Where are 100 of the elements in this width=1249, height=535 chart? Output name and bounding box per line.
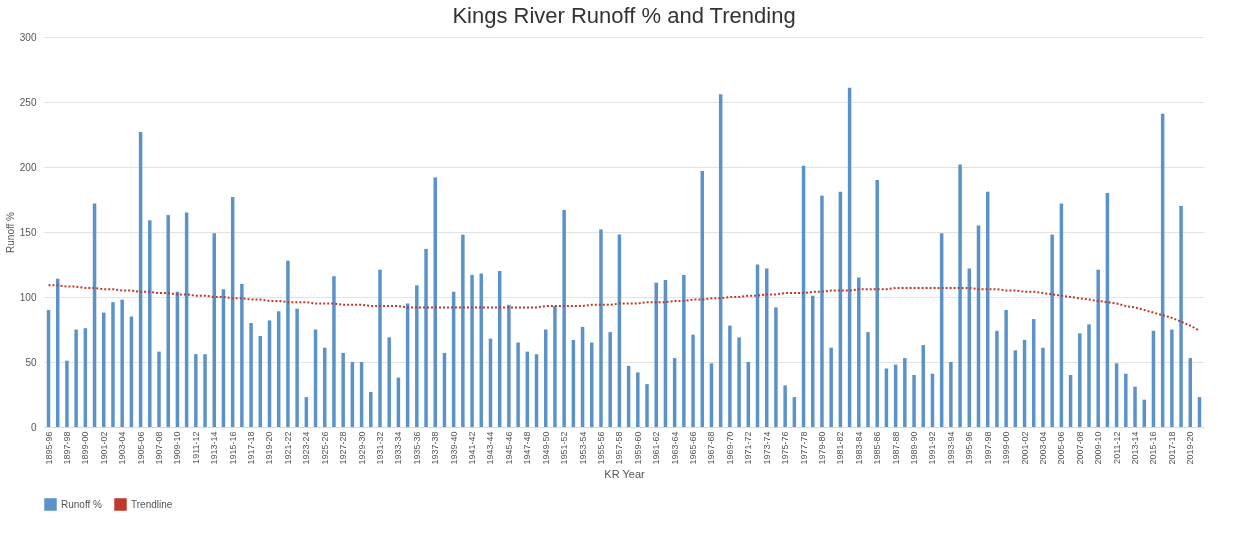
y-axis-title: Runoff % xyxy=(4,211,16,253)
x-tick-label: 1947-48 xyxy=(522,431,533,465)
x-tick-label: 2003-04 xyxy=(1037,431,1048,465)
bar xyxy=(341,352,345,427)
x-tick-label: 1937-38 xyxy=(430,431,441,465)
bar xyxy=(636,372,640,427)
x-tick-label: 1935-36 xyxy=(411,431,422,465)
bar xyxy=(958,164,962,427)
x-tick-label: 1983-84 xyxy=(853,431,864,465)
x-tick-label: 1929-30 xyxy=(356,431,367,465)
bar xyxy=(286,260,290,427)
x-tick-label: 2013-14 xyxy=(1130,431,1141,465)
bar xyxy=(1133,386,1137,427)
bar xyxy=(111,302,115,427)
x-tick-label: 1895-96 xyxy=(43,431,54,465)
x-tick-label: 2001-02 xyxy=(1019,431,1030,465)
x-tick-label: 1977-78 xyxy=(798,431,809,465)
x-tick-label: 1905-06 xyxy=(135,431,146,465)
bar xyxy=(194,354,198,427)
bar xyxy=(682,274,686,427)
y-tick-label: 200 xyxy=(19,161,37,173)
bar xyxy=(369,391,373,427)
bar xyxy=(120,299,124,427)
bar xyxy=(74,329,78,427)
bar xyxy=(691,334,695,427)
bar xyxy=(1170,329,1174,427)
x-tick-label: 1991-92 xyxy=(927,431,938,465)
x-tick-label: 1953-54 xyxy=(577,431,588,465)
x-tick-label: 2009-10 xyxy=(1093,431,1104,465)
bar xyxy=(553,306,557,427)
bar xyxy=(295,308,299,427)
bar xyxy=(949,362,953,427)
legend-label: Runoff % xyxy=(61,498,103,510)
x-tick-label: 1921-22 xyxy=(282,431,293,465)
bar xyxy=(249,323,253,427)
x-tick-label: 1979-80 xyxy=(816,431,827,465)
bar xyxy=(783,385,787,427)
bar xyxy=(820,195,824,427)
x-tick-label: 1987-88 xyxy=(890,431,901,465)
bar xyxy=(912,375,916,427)
x-tick-label: 2019-20 xyxy=(1185,431,1196,465)
x-tick-label: 2005-06 xyxy=(1056,431,1067,465)
bar xyxy=(1096,269,1100,427)
x-tick-label: 1909-10 xyxy=(172,431,183,465)
bar xyxy=(424,248,428,427)
bar xyxy=(1041,347,1045,427)
x-tick-label: 2011-12 xyxy=(1111,431,1122,464)
bar xyxy=(1004,310,1008,427)
x-tick-label: 1915-16 xyxy=(227,431,238,465)
bar xyxy=(599,229,603,427)
y-tick-label: 100 xyxy=(19,291,37,303)
bar xyxy=(157,351,161,427)
bar xyxy=(811,295,815,427)
x-tick-label: 1939-40 xyxy=(448,431,459,465)
x-tick-label: 1901-02 xyxy=(98,431,109,465)
x-tick-label: 1949-50 xyxy=(540,431,551,465)
bar xyxy=(562,209,566,427)
x-tick-label: 1997-98 xyxy=(982,431,993,465)
x-tick-label: 1963-64 xyxy=(669,431,680,465)
x-tick-label: 1919-20 xyxy=(264,431,275,465)
bar xyxy=(507,304,511,427)
x-axis-title: KR Year xyxy=(604,467,646,480)
bar xyxy=(1078,333,1082,427)
x-tick-label: 1903-04 xyxy=(117,431,128,465)
x-tick-label: 1951-52 xyxy=(559,431,570,465)
bar xyxy=(470,274,474,427)
bar xyxy=(1124,373,1128,427)
x-tick-label: 1973-74 xyxy=(761,431,772,465)
x-tick-label: 1981-82 xyxy=(835,431,846,465)
x-tick-label: 1933-34 xyxy=(393,431,404,465)
line-series xyxy=(47,284,1201,332)
x-tick-label: 1899-00 xyxy=(80,431,91,465)
bar xyxy=(590,342,594,427)
x-tick-label: 1961-62 xyxy=(651,431,662,465)
bar xyxy=(608,332,612,427)
bar xyxy=(332,276,336,427)
bar xyxy=(1050,234,1054,427)
bar xyxy=(774,307,778,427)
bar xyxy=(995,330,999,427)
bar xyxy=(1179,206,1183,427)
x-tick-label: 1931-32 xyxy=(374,431,385,465)
bar xyxy=(829,347,833,427)
bar xyxy=(203,354,207,427)
x-tick-label: 2007-08 xyxy=(1074,431,1085,465)
x-tick-label: 1969-70 xyxy=(724,431,735,465)
y-tick-label: 250 xyxy=(19,96,37,108)
x-tick-label: 1897-98 xyxy=(61,431,72,465)
y-tick-label: 50 xyxy=(25,356,37,368)
bar xyxy=(166,215,170,427)
x-tick-label: 1999-00 xyxy=(1001,431,1012,465)
bar xyxy=(148,220,152,427)
bar xyxy=(903,358,907,427)
x-tick-label: 1975-76 xyxy=(780,431,791,465)
bar xyxy=(1087,324,1091,427)
bar xyxy=(433,177,437,427)
chart-title: Kings River Runoff % and Trending xyxy=(452,3,796,28)
x-tick-label: 2015-16 xyxy=(1148,431,1159,465)
x-tick-label: 2017-18 xyxy=(1166,431,1177,465)
bar xyxy=(461,234,465,427)
bar xyxy=(65,360,69,427)
